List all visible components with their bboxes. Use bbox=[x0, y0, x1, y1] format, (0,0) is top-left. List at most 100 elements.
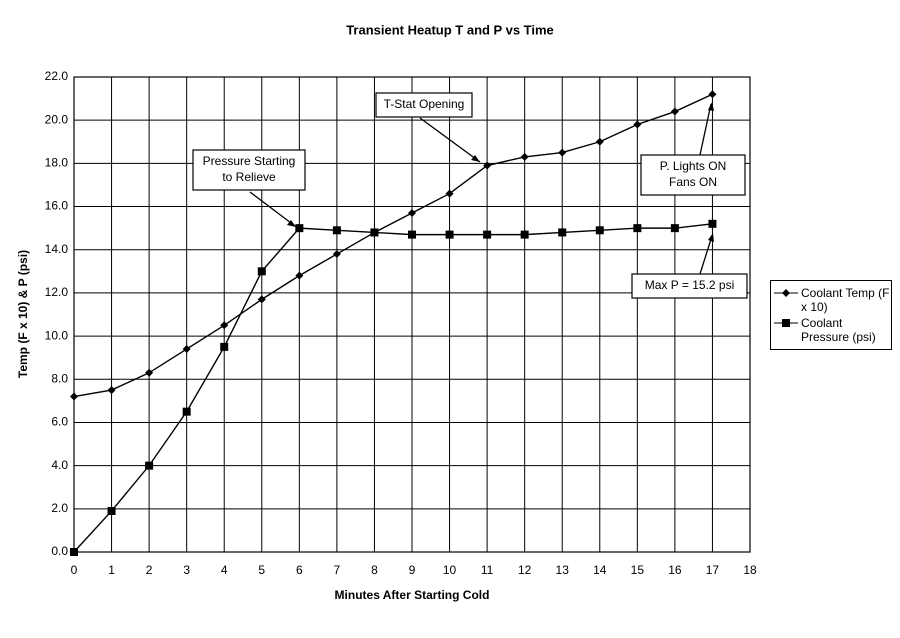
x-tick-label: 1 bbox=[108, 563, 115, 577]
arrow bbox=[699, 103, 712, 156]
annotation-text: Fans ON bbox=[669, 175, 717, 189]
series-line bbox=[73, 223, 713, 553]
y-tick-label: 2.0 bbox=[51, 501, 68, 515]
point bbox=[182, 345, 191, 354]
annotation-text: to Relieve bbox=[222, 170, 276, 184]
annotation-text: P. Lights ON bbox=[660, 159, 726, 173]
chart-title: Transient Heatup T and P vs Time bbox=[346, 22, 554, 37]
legend-label: Coolant Pressure (psi) bbox=[801, 316, 876, 344]
y-tick-label: 20.0 bbox=[45, 112, 69, 126]
y-axis-label: Temp (F x 10) & P (psi) bbox=[16, 250, 30, 378]
point bbox=[483, 161, 492, 170]
point bbox=[408, 209, 416, 218]
y-tick-label: 22.0 bbox=[45, 69, 69, 83]
point bbox=[483, 230, 492, 239]
point bbox=[332, 250, 341, 259]
annotation: T-Stat Opening bbox=[375, 92, 473, 118]
y-tick-label: 4.0 bbox=[51, 458, 68, 472]
point bbox=[708, 90, 717, 99]
x-tick-label: 16 bbox=[668, 563, 682, 577]
point bbox=[670, 107, 679, 116]
point bbox=[295, 224, 304, 233]
x-tick-label: 3 bbox=[183, 563, 190, 577]
annotation: Pressure Starting to Relieve bbox=[192, 149, 306, 191]
point bbox=[107, 506, 116, 515]
annotation-box bbox=[640, 154, 746, 196]
point bbox=[70, 392, 78, 401]
annotation-text: T-Stat Opening bbox=[384, 97, 465, 111]
point bbox=[595, 226, 604, 235]
x-tick-label: 9 bbox=[409, 563, 416, 577]
arrowhead bbox=[471, 155, 480, 162]
point bbox=[370, 228, 379, 237]
x-tick-label: 13 bbox=[556, 563, 570, 577]
legend-marker bbox=[782, 319, 790, 327]
annotation-text: Pressure Starting bbox=[203, 154, 296, 168]
annotation: P. Lights ON Fans ON bbox=[640, 154, 746, 196]
x-tick-label: 15 bbox=[631, 563, 645, 577]
x-tick-label: 8 bbox=[371, 563, 378, 577]
point bbox=[558, 228, 567, 237]
grid bbox=[73, 76, 751, 553]
legend-item: Coolant Pressure (psi) bbox=[771, 316, 891, 344]
y-tick-label: 12.0 bbox=[45, 285, 69, 299]
point bbox=[520, 230, 529, 239]
x-tick-label: 2 bbox=[146, 563, 153, 577]
point bbox=[670, 224, 679, 233]
point bbox=[107, 386, 116, 395]
x-tick-label: 0 bbox=[71, 563, 78, 577]
legend-swatch bbox=[774, 319, 798, 327]
point bbox=[295, 271, 304, 280]
point bbox=[145, 368, 154, 377]
y-tick-label: 18.0 bbox=[45, 156, 69, 170]
point bbox=[257, 267, 266, 276]
annotation-box bbox=[631, 273, 748, 299]
legend: Coolant Temp (F x 10) Coolant Pressure (p… bbox=[770, 280, 892, 350]
x-tick-label: 6 bbox=[296, 563, 303, 577]
point bbox=[408, 230, 416, 239]
x-tick-label: 14 bbox=[593, 563, 607, 577]
point bbox=[708, 219, 717, 228]
y-tick-label: 6.0 bbox=[51, 415, 68, 429]
x-tick-label: 4 bbox=[221, 563, 228, 577]
arrowhead bbox=[708, 233, 714, 242]
arrow bbox=[249, 191, 296, 227]
point bbox=[445, 230, 454, 239]
arrow bbox=[699, 235, 713, 275]
x-tick-label: 5 bbox=[258, 563, 265, 577]
y-tick-label: 0.0 bbox=[51, 544, 68, 558]
y-tick-label: 8.0 bbox=[51, 371, 68, 385]
series-line bbox=[73, 93, 713, 398]
y-tick-label: 16.0 bbox=[45, 199, 69, 213]
point bbox=[558, 148, 567, 157]
annotation-box bbox=[375, 92, 473, 118]
annotation: Max P = 15.2 psi bbox=[631, 273, 748, 299]
point bbox=[633, 120, 642, 129]
point bbox=[220, 321, 229, 330]
legend-item: Coolant Temp (F x 10) bbox=[771, 286, 891, 314]
point bbox=[633, 224, 642, 233]
legend-swatch bbox=[774, 289, 798, 297]
x-tick-label: 7 bbox=[334, 563, 341, 577]
y-tick-label: 10.0 bbox=[45, 328, 69, 342]
annotation-text: Max P = 15.2 psi bbox=[645, 278, 735, 292]
legend-marker bbox=[782, 289, 790, 297]
point bbox=[70, 548, 78, 556]
x-axis-label: Minutes After Starting Cold bbox=[335, 588, 490, 602]
x-tick-label: 10 bbox=[443, 563, 457, 577]
annotation-box bbox=[192, 149, 306, 191]
x-tick-label: 18 bbox=[743, 563, 757, 577]
y-tick-label: 14.0 bbox=[45, 242, 69, 256]
x-tick-label: 12 bbox=[518, 563, 532, 577]
plot-border bbox=[73, 76, 751, 553]
legend-label: Coolant Temp (F x 10) bbox=[801, 286, 890, 314]
point bbox=[182, 407, 191, 416]
point bbox=[445, 189, 454, 198]
point bbox=[332, 226, 341, 235]
point bbox=[595, 137, 604, 146]
x-tick-label: 17 bbox=[706, 563, 720, 577]
arrowhead bbox=[708, 102, 714, 111]
arrowhead bbox=[287, 220, 296, 227]
